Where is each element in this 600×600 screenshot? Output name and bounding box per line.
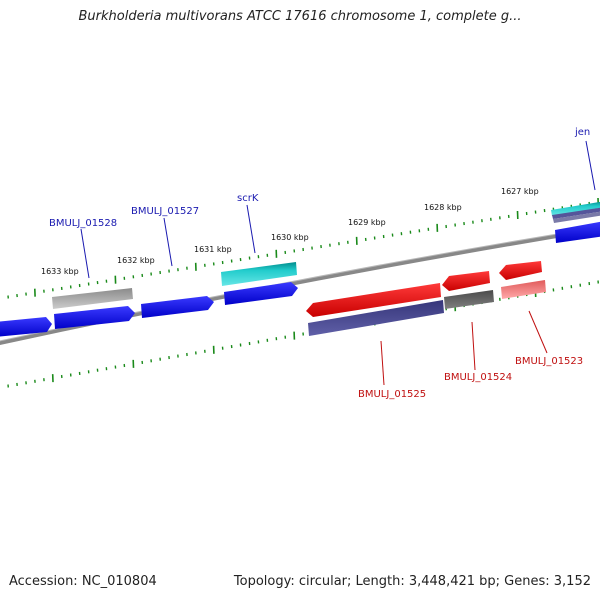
cds-blue-scrk[interactable] bbox=[224, 282, 298, 305]
gene-label-bmulj-01524[interactable]: BMULJ_01524 bbox=[444, 372, 512, 383]
cds-blue-1[interactable] bbox=[0, 317, 52, 337]
kbp-label-1628: 1628 kbp bbox=[424, 203, 462, 212]
feature-navy-bmulj-01525[interactable] bbox=[308, 300, 444, 336]
accession-text: Accession: NC_010804 bbox=[9, 574, 157, 589]
kbp-label-1633: 1633 kbp bbox=[41, 267, 79, 276]
callout-line-scrk bbox=[246, 204, 256, 254]
topology-text: Topology: circular; Length: 3,448,421 bp… bbox=[233, 574, 591, 589]
feature-cyan-scrk[interactable] bbox=[221, 262, 297, 286]
gene-label-bmulj-01523[interactable]: BMULJ_01523 bbox=[515, 356, 583, 367]
gene-label-bmulj-01528[interactable]: BMULJ_01528 bbox=[49, 218, 117, 229]
gene-label-jen[interactable]: jen bbox=[574, 127, 590, 138]
callout-line-bmulj-01527 bbox=[163, 217, 173, 267]
callout-line-jen bbox=[585, 140, 596, 191]
kbp-label-1632: 1632 kbp bbox=[117, 256, 155, 265]
kbp-label-1627: 1627 kbp bbox=[501, 187, 539, 196]
map-title: Burkholderia multivorans ATCC 17616 chro… bbox=[78, 9, 522, 24]
callout-line-bmulj-01528 bbox=[80, 228, 90, 279]
cds-red-bmulj-01525[interactable] bbox=[306, 283, 441, 317]
kbp-label-1630: 1630 kbp bbox=[271, 233, 309, 242]
callout-line-bmulj-01524 bbox=[471, 321, 476, 371]
cds-blue-bmulj-01527[interactable] bbox=[141, 296, 214, 318]
kbp-label-1629: 1629 kbp bbox=[348, 218, 386, 227]
cds-red-bmulj-01524[interactable] bbox=[442, 271, 490, 291]
gene-label-scrk[interactable]: scrK bbox=[237, 193, 259, 204]
outer-kbp-ticks bbox=[7, 197, 600, 299]
callout-line-bmulj-01525 bbox=[380, 340, 385, 386]
feature-pink-bmulj-01523[interactable] bbox=[501, 280, 546, 299]
feature-gray-bmulj-01528[interactable] bbox=[52, 288, 133, 309]
cds-red-bmulj-01523[interactable] bbox=[499, 261, 542, 280]
gene-label-bmulj-01525[interactable]: BMULJ_01525 bbox=[358, 389, 426, 400]
feature-darkgray-bmulj-01524[interactable] bbox=[444, 290, 494, 309]
gene-label-bmulj-01527[interactable]: BMULJ_01527 bbox=[131, 206, 199, 217]
feature-stack-jen[interactable] bbox=[551, 201, 600, 243]
kbp-label-1631: 1631 kbp bbox=[194, 245, 232, 254]
cds-blue-bmulj-01528[interactable] bbox=[54, 306, 135, 329]
callout-line-bmulj-01523 bbox=[528, 310, 548, 354]
